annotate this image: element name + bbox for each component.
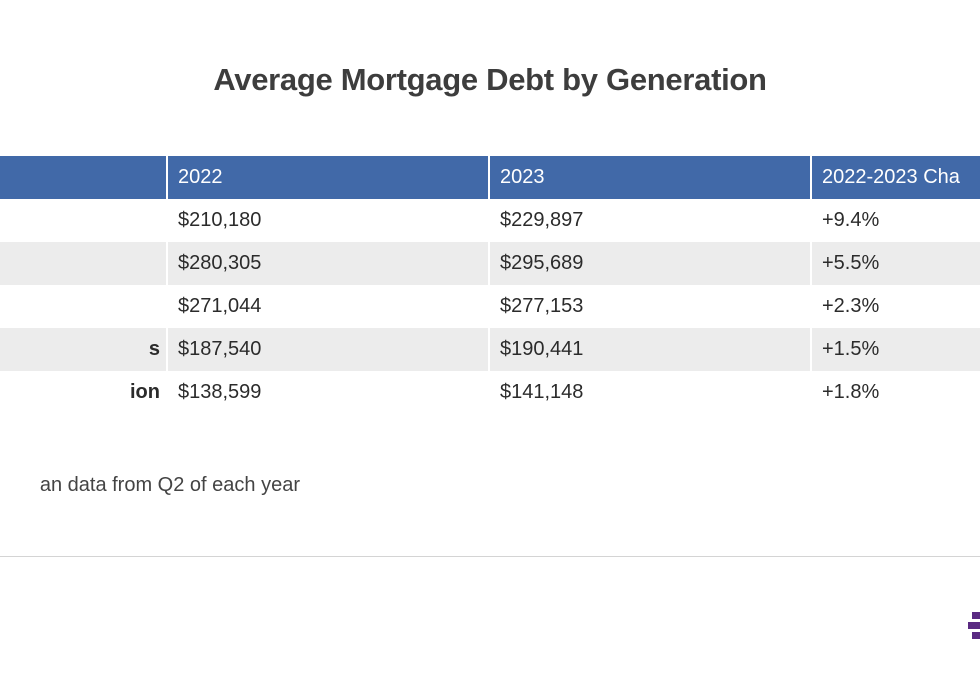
logo-bar-middle [968, 622, 980, 629]
table-cell: +1.5% [811, 328, 980, 371]
table-cell: $295,689 [489, 242, 812, 285]
source-note: an data from Q2 of each year [39, 474, 300, 496]
table-cell: $190,441 [489, 328, 812, 371]
table-row: $280,305 $295,689 +5.5% [0, 242, 980, 285]
table-cell: $280,305 [167, 242, 490, 285]
table-row: ion $138,599 $141,148 +1.8% [0, 371, 980, 414]
table-header-row: 2022 2023 2022-2023 Cha [0, 156, 980, 199]
table-cell: +2.3% [811, 285, 980, 328]
row-label [0, 199, 168, 242]
data-table: 2022 2023 2022-2023 Cha $210,180 $229,89… [0, 156, 980, 414]
brand-logo-icon [968, 612, 980, 640]
header-cell [0, 156, 168, 199]
table-cell: +9.4% [811, 199, 980, 242]
table-cell: $141,148 [489, 371, 812, 414]
logo-bar-bottom [972, 632, 980, 639]
table-cell: +5.5% [811, 242, 980, 285]
table-cell: $210,180 [167, 199, 490, 242]
table-cell: $187,540 [167, 328, 490, 371]
row-label [0, 285, 168, 328]
chart-title: Average Mortgage Debt by Generation [213, 62, 767, 97]
header-cell: 2022-2023 Cha [811, 156, 980, 199]
table-cell: +1.8% [811, 371, 980, 414]
table-cell: $271,044 [167, 285, 490, 328]
header-cell: 2022 [167, 156, 490, 199]
table-cell: $229,897 [489, 199, 812, 242]
row-label: s [0, 328, 168, 371]
footer-divider [0, 556, 980, 557]
table-cell: $138,599 [167, 371, 490, 414]
row-label: ion [0, 371, 168, 414]
table-cell: $277,153 [489, 285, 812, 328]
table-row: $210,180 $229,897 +9.4% [0, 199, 980, 242]
header-cell: 2023 [489, 156, 812, 199]
table-row: s $187,540 $190,441 +1.5% [0, 328, 980, 371]
row-label [0, 242, 168, 285]
logo-bar-top [972, 612, 980, 619]
table-row: $271,044 $277,153 +2.3% [0, 285, 980, 328]
